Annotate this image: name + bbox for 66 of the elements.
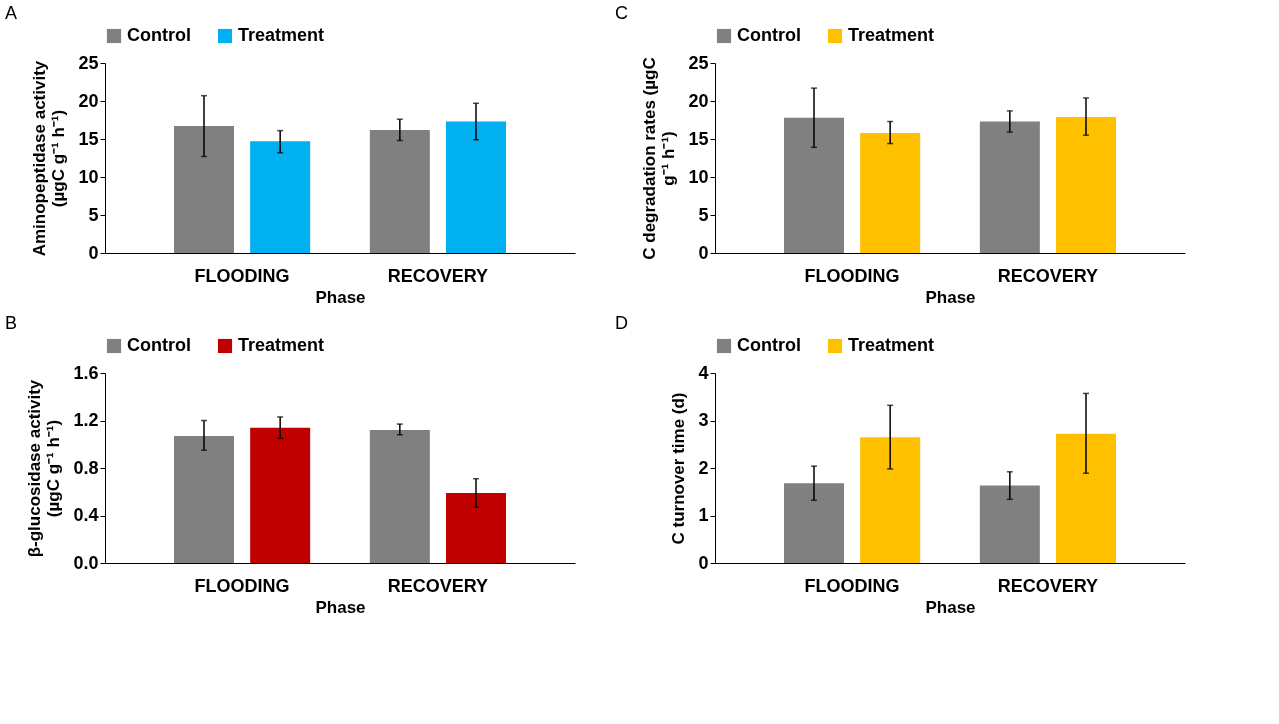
y-axis-title: C turnover time (d) [669,392,689,545]
x-tick-label: RECOVERY [387,575,489,596]
bar [250,141,311,253]
y-tick-label: 20 [78,90,99,111]
y-tick-label: 0 [698,242,709,263]
bar [1056,116,1116,253]
bar [369,129,430,253]
legend-label: Control [737,335,801,355]
bar [860,437,921,563]
y-axis-title: C degradation rates (µgC g⁻¹ h⁻¹) [640,57,679,260]
y-tick-label: 10 [78,166,99,187]
legend-label: Control [127,25,191,45]
bar [446,121,506,253]
y-tick-label: 0.0 [73,552,99,573]
x-axis-title: Phase [925,597,976,617]
chart-title: C [615,3,628,23]
y-tick-label: 10 [688,166,709,187]
chart-title: D [615,313,628,333]
legend-label: Treatment [238,335,325,355]
y-tick-label: 0 [698,552,709,573]
y-tick-label: 5 [88,204,99,225]
legend-label: Control [127,335,191,355]
bar [860,132,921,253]
y-tick-label: 2 [698,457,709,478]
y-tick-label: 20 [688,90,709,111]
legend-label: Treatment [848,25,935,45]
bar [979,485,1040,563]
bar [1056,433,1116,563]
x-tick-label: FLOODING [804,575,900,596]
y-axis-title: Aminopeptidase activity (µgC g⁻¹ h⁻¹) [30,60,69,257]
y-tick-label: 4 [698,362,709,383]
y-tick-label: 0.8 [73,457,99,478]
y-tick-label: 25 [78,52,99,73]
legend-label: Control [737,25,801,45]
bar [446,492,506,563]
bar [174,435,234,563]
x-tick-label: RECOVERY [997,575,1099,596]
y-tick-label: 3 [698,410,709,430]
x-tick-label: RECOVERY [997,265,1099,286]
bar [369,430,430,563]
y-tick-label: 1 [698,505,709,525]
bar [250,427,311,563]
chart-title: A [5,3,18,23]
y-tick-label: 5 [698,204,709,225]
y-tick-label: 15 [78,128,99,149]
bar [784,483,844,563]
chart-title: B [5,313,18,333]
bar [979,121,1040,253]
y-tick-label: 15 [688,128,709,149]
x-axis-title: Phase [925,287,976,307]
x-tick-label: FLOODING [804,265,900,286]
x-axis-title: Phase [315,287,366,307]
y-axis-title: β-glucosidase activity (µgC g⁻¹ h⁻¹) [25,379,64,558]
x-tick-label: FLOODING [194,575,290,596]
x-axis-title: Phase [315,597,366,617]
bar [174,126,234,253]
y-tick-label: 1.6 [73,362,99,383]
y-tick-label: 0 [88,242,99,263]
y-tick-label: 25 [688,52,709,73]
legend-label: Treatment [238,25,325,45]
y-tick-label: 1.2 [73,410,99,430]
x-tick-label: FLOODING [194,265,290,286]
y-tick-label: 0.4 [73,505,99,525]
bar [784,117,844,253]
x-tick-label: RECOVERY [387,265,489,286]
legend-label: Treatment [848,335,935,355]
